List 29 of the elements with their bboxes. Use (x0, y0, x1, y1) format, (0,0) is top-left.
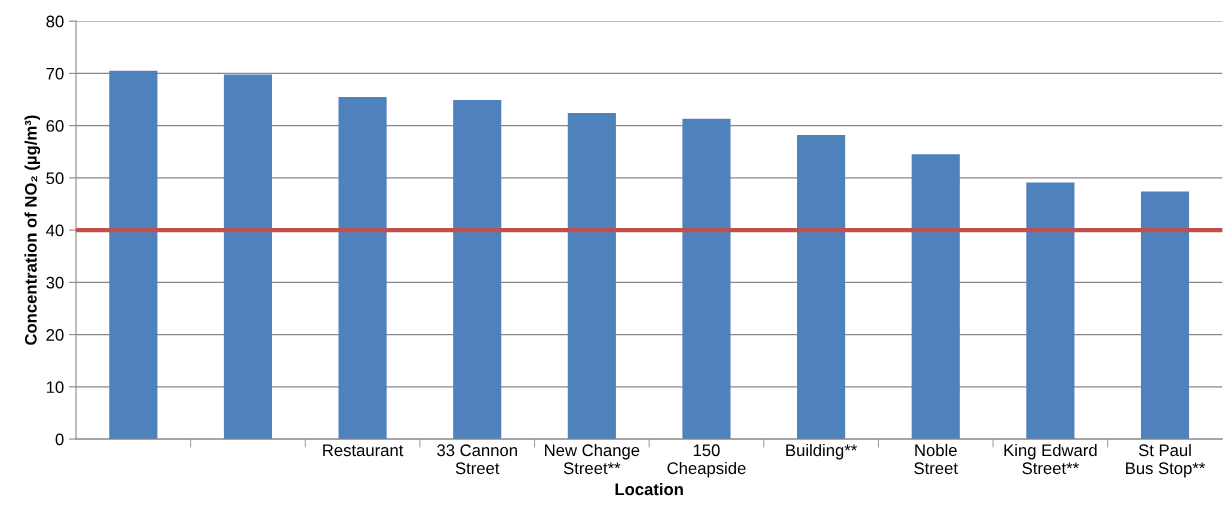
y-tick-label: 50 (46, 172, 64, 185)
y-axis-title: Concentration of NO₂ (µg/m³) (24, 115, 41, 345)
y-tick-label: 80 (46, 15, 64, 28)
bar (682, 118, 731, 440)
x-tick-label: New Change Street** (545, 443, 640, 475)
bar (797, 135, 846, 440)
bar (1140, 191, 1190, 440)
y-tick-label: 70 (46, 67, 64, 80)
y-tick-label: 30 (46, 276, 64, 289)
x-tick-label: St Paul Bus Stop** (1126, 443, 1206, 478)
y-tick-label: 60 (46, 120, 64, 132)
x-tick-label: Building** (786, 443, 857, 460)
x-tick-label: Noble Street (914, 443, 958, 475)
bar (223, 74, 273, 440)
x-tick-label: Restaurant (323, 444, 404, 457)
bar (338, 96, 387, 440)
bar (567, 113, 616, 440)
y-tick-label: 20 (46, 328, 64, 341)
y-tick-label: 0 (55, 433, 64, 446)
bar (1026, 182, 1075, 440)
x-tick-label: 150 Cheapside (667, 444, 746, 478)
bar (109, 70, 158, 440)
bar (911, 154, 960, 440)
bar (453, 100, 502, 440)
x-tick-label: King Edward Street** (1004, 443, 1097, 475)
x-tick-label: 33 Cannon Street (437, 444, 517, 475)
y-tick-label: 10 (46, 381, 64, 394)
y-tick-label: 40 (46, 224, 64, 237)
x-axis-title: Location (615, 482, 683, 496)
